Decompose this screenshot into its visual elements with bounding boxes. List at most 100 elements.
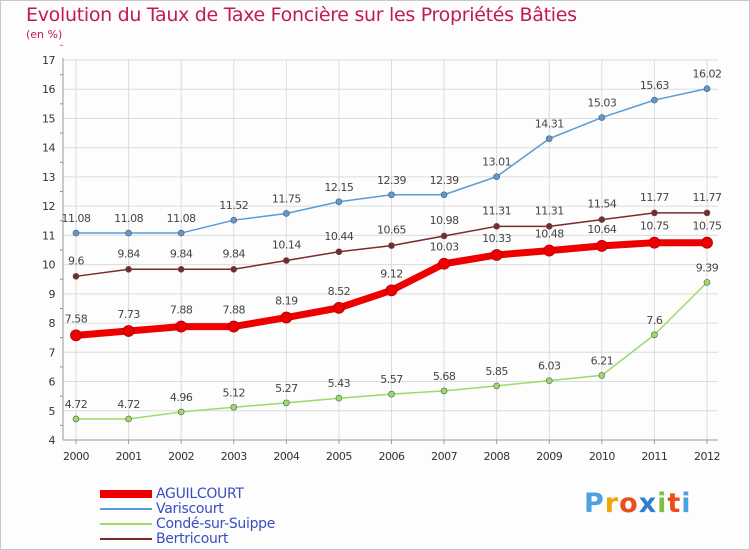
data-label: 9.84	[170, 247, 193, 260]
data-label: 5.57	[380, 373, 403, 386]
x-tick-label: 2000	[63, 450, 89, 463]
data-point	[440, 232, 448, 240]
x-tick-label: 2008	[484, 450, 510, 463]
data-point	[72, 273, 80, 280]
data-label: 7.88	[170, 304, 193, 317]
data-point	[648, 236, 661, 249]
data-label: 5.12	[223, 386, 246, 399]
data-label: 10.33	[482, 232, 511, 245]
data-label: 5.43	[328, 377, 351, 390]
data-label: 10.14	[272, 239, 301, 252]
y-tick-label: 4	[49, 434, 56, 447]
legend-label: AGUILCOURT	[156, 485, 244, 502]
data-label: 12.39	[430, 174, 459, 187]
data-label: 16.02	[693, 68, 722, 81]
y-tick-label: 8	[49, 317, 56, 330]
legend: AGUILCOURT Variscourt Condé-sur-Suippe B…	[100, 485, 276, 547]
legend-item-variscourt: Variscourt	[100, 500, 275, 517]
data-point	[175, 320, 188, 333]
data-point	[70, 329, 82, 342]
data-label: 9.39	[696, 261, 719, 274]
data-label: 11.54	[587, 198, 616, 211]
data-label: 5.68	[433, 370, 456, 383]
data-label: 7.88	[223, 304, 246, 317]
data-point	[230, 216, 238, 224]
legend-item-bertricourt: Bertricourt	[100, 530, 275, 547]
x-tick-label: 2007	[431, 450, 457, 463]
data-point	[72, 229, 80, 237]
y-tick-label: 15	[42, 112, 55, 125]
data-point	[493, 173, 500, 180]
proxiti-logo: Proxiti	[584, 488, 692, 519]
x-tick-label: 2002	[168, 450, 194, 463]
data-label: 10.64	[587, 223, 616, 236]
data-point	[543, 244, 556, 257]
data-point	[72, 415, 80, 423]
data-point	[703, 85, 711, 92]
data-point	[280, 311, 293, 324]
data-point	[335, 198, 343, 206]
data-label: 9.6	[68, 254, 84, 267]
data-label: 14.31	[535, 118, 564, 131]
data-point	[283, 399, 290, 407]
y-tick-label: 14	[42, 142, 55, 155]
data-point	[283, 257, 290, 264]
data-point	[177, 265, 185, 273]
data-label: 4.72	[65, 398, 88, 411]
y-tick-label: 10	[42, 259, 55, 272]
y-tick-label: 7	[49, 346, 56, 359]
x-tick-label: 2003	[221, 450, 247, 463]
data-point	[651, 209, 658, 217]
data-point	[440, 387, 448, 395]
data-label: 11.77	[693, 191, 722, 204]
data-point	[177, 229, 185, 237]
data-point	[227, 320, 240, 333]
data-point	[651, 96, 658, 104]
data-point	[545, 377, 553, 384]
y-tick-label: 5	[49, 405, 56, 418]
y-tick-label: 11	[42, 229, 55, 242]
data-label: 8.19	[275, 295, 298, 308]
data-point	[177, 408, 185, 416]
data-label: 11.08	[114, 212, 143, 225]
data-label: 11.08	[62, 212, 91, 225]
data-point	[230, 265, 238, 273]
data-point	[490, 249, 503, 261]
data-label: 9.84	[117, 247, 140, 260]
x-tick-label: 2005	[326, 450, 352, 463]
legend-swatch-bertricourt	[100, 537, 152, 540]
data-label: 15.03	[587, 97, 616, 110]
data-label: 10.03	[430, 241, 459, 254]
legend-label: Condé-sur-Suippe	[156, 515, 276, 532]
data-label: 4.72	[117, 398, 140, 411]
y-tick-label: 16	[42, 83, 55, 96]
legend-label: Variscourt	[156, 500, 224, 517]
data-label: 6.03	[538, 360, 561, 373]
data-label: 10.75	[640, 220, 669, 233]
data-label: 11.31	[482, 204, 511, 217]
legend-label: Bertricourt	[156, 530, 229, 547]
data-point	[493, 223, 500, 230]
data-label: 9.84	[223, 247, 246, 260]
legend-swatch-aguilcourt	[100, 489, 152, 498]
data-label: 13.01	[482, 156, 511, 169]
data-label: 10.44	[324, 230, 353, 243]
data-label: 10.98	[430, 214, 459, 227]
y-tick-label: 6	[49, 376, 56, 389]
data-label: 12.39	[377, 174, 406, 187]
data-point	[125, 229, 132, 237]
data-point	[125, 415, 132, 423]
data-point	[598, 114, 606, 121]
y-tick-label: 9	[49, 288, 56, 301]
data-label: 5.85	[485, 365, 508, 378]
x-tick-label: 2012	[694, 450, 720, 463]
data-point	[438, 257, 450, 270]
data-label: 4.96	[170, 391, 193, 404]
data-point	[598, 372, 606, 379]
data-label: 5.27	[275, 382, 298, 395]
data-label: 10.48	[535, 228, 564, 241]
legend-swatch-conde-sur-suippe	[100, 522, 152, 525]
y-tick-label: 13	[42, 171, 55, 184]
data-label: 11.75	[272, 192, 301, 205]
data-point	[545, 223, 553, 230]
